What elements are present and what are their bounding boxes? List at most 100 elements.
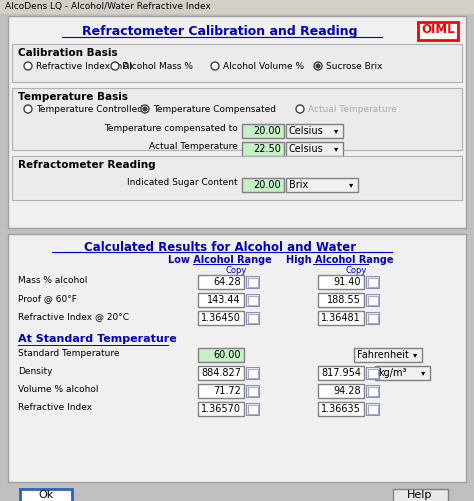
Text: At Standard Temperature: At Standard Temperature <box>18 334 177 344</box>
Text: ▾: ▾ <box>334 144 338 153</box>
Text: ▾: ▾ <box>334 126 338 135</box>
Text: Actual Temperature: Actual Temperature <box>149 142 238 151</box>
Text: Brix: Brix <box>289 180 308 190</box>
Bar <box>393 489 448 501</box>
Text: Temperature compensated to: Temperature compensated to <box>104 124 238 133</box>
Text: 20.00: 20.00 <box>254 126 281 136</box>
Bar <box>354 348 422 362</box>
Text: Refractive Index: Refractive Index <box>18 403 92 412</box>
Circle shape <box>111 62 119 70</box>
Bar <box>368 369 378 378</box>
Text: 22.50: 22.50 <box>253 144 281 154</box>
Text: Celsius: Celsius <box>289 144 324 154</box>
Text: Copy: Copy <box>346 266 367 275</box>
Bar <box>366 403 379 415</box>
Bar <box>318 384 364 398</box>
Text: Refractometer Calibration and Reading: Refractometer Calibration and Reading <box>82 25 358 38</box>
Bar <box>368 314 378 323</box>
Text: Temperature Compensated: Temperature Compensated <box>153 105 276 114</box>
Text: Help: Help <box>407 490 433 500</box>
Text: kg/m³: kg/m³ <box>378 368 407 378</box>
Bar <box>0 486 474 501</box>
Bar <box>242 142 284 156</box>
Text: Refractive Index @ 20°C: Refractive Index @ 20°C <box>18 312 129 321</box>
Text: Temperature Controlled: Temperature Controlled <box>36 105 143 114</box>
Text: 817.954: 817.954 <box>321 368 361 378</box>
Bar <box>242 178 284 192</box>
Bar <box>12 44 462 82</box>
Text: Celsius: Celsius <box>289 126 324 136</box>
Text: Calibration Basis: Calibration Basis <box>18 48 118 58</box>
Circle shape <box>24 105 32 113</box>
Text: Volume % alcohol: Volume % alcohol <box>18 385 99 394</box>
Text: Refractometer Reading: Refractometer Reading <box>18 160 155 170</box>
Bar <box>8 234 466 482</box>
Bar <box>198 402 244 416</box>
Bar <box>198 275 244 289</box>
Bar <box>368 405 378 414</box>
Bar <box>198 293 244 307</box>
Bar <box>248 405 258 414</box>
Text: 94.28: 94.28 <box>333 386 361 396</box>
Text: 64.28: 64.28 <box>213 277 241 287</box>
Text: 884.827: 884.827 <box>201 368 241 378</box>
Bar <box>248 278 258 287</box>
Circle shape <box>314 62 322 70</box>
Bar <box>286 124 343 138</box>
Bar <box>368 296 378 305</box>
Bar <box>368 278 378 287</box>
Text: Ok: Ok <box>38 490 54 500</box>
Bar <box>318 311 364 325</box>
Bar <box>198 348 244 362</box>
Text: 1.36481: 1.36481 <box>321 313 361 323</box>
Bar <box>198 384 244 398</box>
Bar <box>368 387 378 396</box>
Circle shape <box>24 62 32 70</box>
Text: 60.00: 60.00 <box>213 350 241 360</box>
Bar <box>318 402 364 416</box>
Bar <box>242 124 284 138</box>
Bar <box>418 22 458 40</box>
Bar <box>366 312 379 324</box>
Text: 1.36635: 1.36635 <box>321 404 361 414</box>
Bar <box>12 88 462 150</box>
Bar <box>246 385 259 397</box>
Text: Sucrose Brix: Sucrose Brix <box>326 62 383 71</box>
Bar <box>198 366 244 380</box>
Text: 143.44: 143.44 <box>207 295 241 305</box>
Bar <box>0 0 474 14</box>
Text: 20.00: 20.00 <box>254 180 281 190</box>
Bar <box>318 366 364 380</box>
Text: Standard Temperature: Standard Temperature <box>18 349 119 358</box>
Text: Proof @ 60°F: Proof @ 60°F <box>18 294 77 303</box>
Text: ▾: ▾ <box>421 369 425 377</box>
Text: Alcohol Mass %: Alcohol Mass % <box>123 62 193 71</box>
Text: Alcohol Volume %: Alcohol Volume % <box>223 62 304 71</box>
Text: Copy: Copy <box>226 266 247 275</box>
Bar <box>248 296 258 305</box>
Text: 188.55: 188.55 <box>327 295 361 305</box>
Text: Refractive Index (nD): Refractive Index (nD) <box>36 62 133 71</box>
Circle shape <box>143 107 147 111</box>
Text: 1.36450: 1.36450 <box>201 313 241 323</box>
Bar <box>246 312 259 324</box>
Bar <box>248 387 258 396</box>
Text: Density: Density <box>18 367 53 376</box>
Circle shape <box>211 62 219 70</box>
Bar <box>12 156 462 200</box>
Text: AlcoDens LQ - Alcohol/Water Refractive Index: AlcoDens LQ - Alcohol/Water Refractive I… <box>5 2 211 11</box>
Text: High Alcohol Range: High Alcohol Range <box>286 255 394 265</box>
Text: Temperature Basis: Temperature Basis <box>18 92 128 102</box>
Text: Indicated Sugar Content: Indicated Sugar Content <box>128 178 238 187</box>
Bar <box>198 311 244 325</box>
Bar <box>375 366 430 380</box>
Text: Low Alcohol Range: Low Alcohol Range <box>168 255 272 265</box>
Text: Fahrenheit: Fahrenheit <box>357 350 409 360</box>
Bar <box>366 276 379 288</box>
Bar <box>366 385 379 397</box>
Bar <box>366 367 379 379</box>
Text: 91.40: 91.40 <box>334 277 361 287</box>
Circle shape <box>316 64 320 68</box>
Bar <box>246 367 259 379</box>
Bar <box>246 294 259 306</box>
